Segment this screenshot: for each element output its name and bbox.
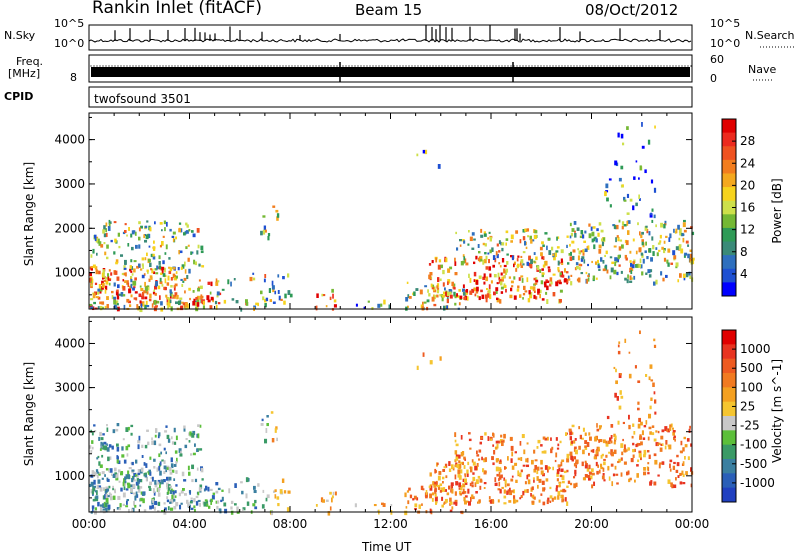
nsky-hi-tick: 10^5: [54, 17, 85, 30]
power-colorbar-swatch: [722, 227, 736, 243]
nave-hi-tick: 60: [710, 53, 724, 66]
x-axis-label: Time UT: [362, 540, 412, 554]
y-tick-label: 1000: [54, 469, 85, 483]
velocity-panel-frame: [88, 316, 693, 513]
x-tick-label: 20:00: [574, 517, 609, 531]
velocity-colorbar-swatch: [722, 416, 736, 431]
y-tick-label: 4000: [54, 336, 85, 350]
nsearch-lo-tick: 10^0: [710, 37, 741, 50]
power-colorbar-swatch: [722, 268, 736, 283]
colorbar-tick-label: 8: [740, 245, 748, 259]
date-label: 08/Oct/2012: [585, 1, 679, 19]
colorbar-tick-label: 25: [740, 399, 755, 413]
station-title: Rankin Inlet (fitACF): [92, 0, 263, 18]
nsearch-hi-tick: 10^5: [710, 17, 741, 30]
colorbar-tick-label: 500: [740, 361, 763, 375]
power-colorbar-swatch: [722, 255, 736, 270]
cpid-label: CPID: [4, 90, 34, 103]
colorbar-tick-label: -100: [740, 438, 767, 452]
velocity-colorbar-swatch: [722, 487, 736, 503]
velocity-colorbar-swatch: [722, 330, 736, 345]
x-tick-label: 04:00: [172, 517, 207, 531]
power-colorbar-swatch: [722, 187, 736, 202]
colorbar-tick-label: 1000: [740, 342, 771, 356]
power-colorbar-swatch: [722, 146, 736, 161]
velocity-colorbar-swatch: [722, 373, 736, 388]
nsky-trace: [88, 38, 692, 43]
power-colorbar-swatch: [722, 200, 736, 215]
freq-strip: [88, 54, 693, 83]
colorbar-tick-label: 16: [740, 201, 755, 215]
velocity-colorbar-swatch: [722, 387, 736, 403]
colorbar-tick-label: -25: [740, 419, 760, 433]
cpid-strip: [88, 86, 693, 108]
velocity-colorbar-swatch: [722, 344, 736, 360]
nave-label: Nave: [748, 63, 777, 76]
nsearch-label: N.Search: [745, 29, 795, 42]
power-colorbar-swatch: [722, 282, 736, 297]
colorbar-tick-label: -1000: [740, 476, 775, 490]
nsky-strip: [88, 24, 693, 51]
power-panel-frame: [88, 112, 693, 310]
colorbar-tick-label: 4: [740, 267, 748, 281]
velocity-colorbar-frame: [721, 329, 737, 503]
nsky-lo-tick: 10^0: [54, 37, 85, 50]
colorbar-tick-label: 100: [740, 380, 763, 394]
y-tick-label: 4000: [54, 133, 85, 147]
velocity-colorbar-swatch: [722, 473, 736, 489]
freq-tick: 8: [70, 71, 77, 84]
x-tick-label: 08:00: [273, 517, 308, 531]
y-tick-label: 1000: [54, 266, 85, 280]
freq-band: [91, 67, 690, 77]
cpid-value: twofsound 3501: [94, 92, 191, 106]
x-tick-label: 16:00: [474, 517, 509, 531]
colorbar-tick-label: 12: [740, 223, 755, 237]
beam-label: Beam 15: [355, 1, 423, 19]
power-colorbar-swatch: [722, 132, 736, 147]
freq-label-2: [MHz]: [8, 67, 41, 80]
x-tick-label: 00:00: [72, 517, 107, 531]
power-scatter: [89, 122, 695, 313]
y-tick-label: 2000: [54, 425, 85, 439]
nsky-label: N.Sky: [4, 29, 36, 42]
x-tick-label: 00:00: [675, 517, 710, 531]
y-tick-label: 2000: [54, 221, 85, 235]
colorbar-tick-label: 20: [740, 178, 755, 192]
velocity-colorbar-swatch: [722, 430, 736, 446]
velocity-scatter: [89, 330, 694, 516]
x-tick-label: 12:00: [373, 517, 408, 531]
velocity-colorbar-swatch: [722, 459, 736, 474]
power-colorbar-swatch: [722, 159, 736, 174]
velocity-colorbar-swatch: [722, 401, 736, 417]
power-colorbar-swatch: [722, 119, 736, 134]
y-tick-label: 3000: [54, 381, 85, 395]
power-colorbar-swatch: [722, 173, 736, 188]
y-tick-label: 3000: [54, 177, 85, 191]
power-colorbar-swatch: [722, 241, 736, 256]
velocity-colorbar-swatch: [722, 444, 736, 460]
colorbar-tick-label: 28: [740, 134, 755, 148]
power-colorbar-swatch: [722, 214, 736, 229]
colorbar-tick-label: 24: [740, 156, 755, 170]
nave-lo-tick: 0: [710, 72, 717, 85]
freq-label-1: Freq.: [16, 55, 44, 68]
velocity-colorbar-swatch: [722, 358, 736, 374]
colorbar-tick-label: -500: [740, 457, 767, 471]
